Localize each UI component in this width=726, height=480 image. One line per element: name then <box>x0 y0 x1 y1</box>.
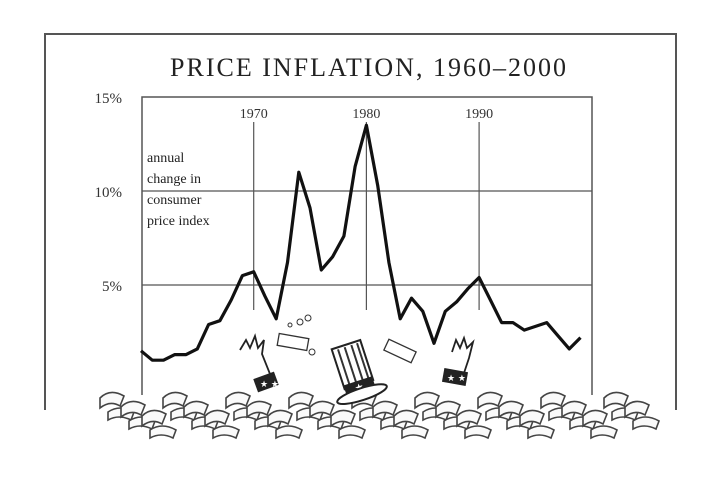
right-hand-icon: ★ ★ <box>441 335 475 386</box>
y-tick-label: 15% <box>95 91 123 107</box>
svg-text:★ ★: ★ ★ <box>260 380 279 390</box>
y-tick-label: 5% <box>102 279 122 295</box>
bill-icon <box>383 338 417 364</box>
chart-title: PRICE INFLATION, 1960–2000 <box>170 53 568 82</box>
svg-text:change in: change in <box>147 172 201 187</box>
x-axis-labels: 1970 1980 1990 <box>240 107 493 122</box>
x-tick-label: 1970 <box>240 107 268 122</box>
y-axis-annotation: annual change in consumer price index <box>147 151 210 229</box>
svg-text:price index: price index <box>147 214 210 229</box>
inflation-line <box>139 123 582 362</box>
svg-text:annual: annual <box>147 151 184 166</box>
svg-text:★ ★: ★ ★ <box>447 374 466 384</box>
uncle-sam-hat-icon: ★ <box>330 338 388 406</box>
bill-icon <box>276 332 310 352</box>
chart-frame <box>44 33 677 410</box>
y-tick-label: 10% <box>95 185 123 201</box>
money-sea-illustration: ★ ★ ★ ★ ★ <box>95 314 660 440</box>
svg-text:consumer: consumer <box>147 193 202 208</box>
x-tick-label: 1980 <box>352 107 380 122</box>
x-tick-label: 1990 <box>465 107 493 122</box>
left-hand-icon: ★ ★ <box>239 333 279 393</box>
y-axis-labels: 15% 10% 5% <box>95 91 123 295</box>
